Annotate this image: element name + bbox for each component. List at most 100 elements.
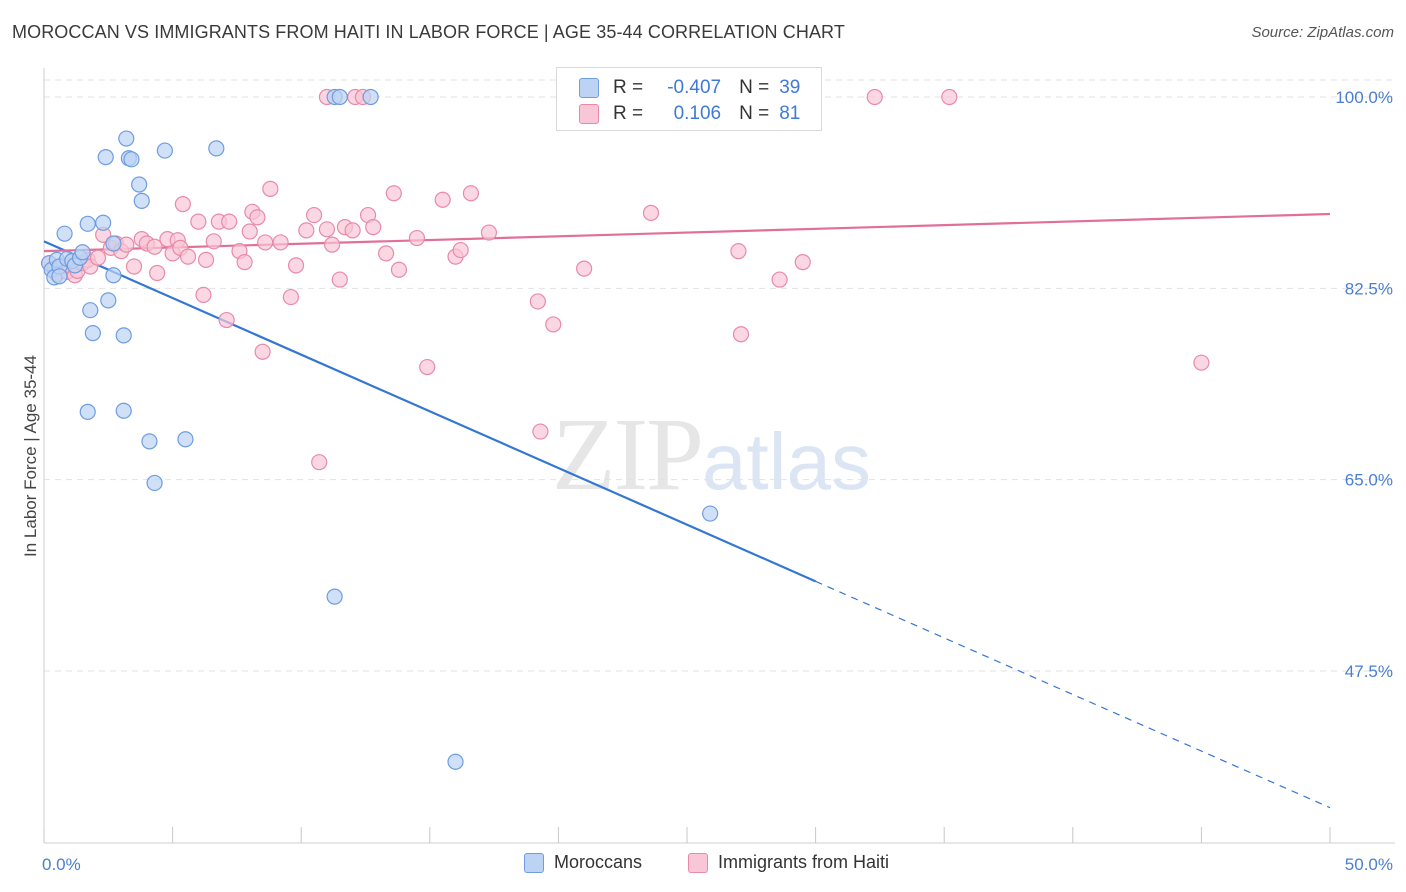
series-legend: Moroccans Immigrants from Haiti — [0, 852, 1406, 878]
point-haiti — [545, 316, 562, 333]
point-haiti — [179, 248, 197, 265]
point-haiti — [408, 229, 426, 247]
point-haiti — [462, 185, 480, 202]
point-haiti — [236, 253, 253, 271]
point-moroccan — [362, 88, 379, 106]
y-tick-label: 65.0% — [1345, 471, 1393, 490]
point-moroccan — [146, 474, 163, 492]
point-moroccan — [74, 244, 91, 261]
point-moroccan — [115, 327, 132, 344]
source-label: Source: ZipAtlas.com — [1251, 24, 1394, 41]
point-moroccan — [123, 151, 140, 168]
point-haiti — [794, 253, 811, 271]
r-value: -0.407 — [667, 77, 722, 98]
point-haiti — [642, 204, 660, 221]
stats-legend: R = -0.407 N = 39 R = 0.106 N = 81 — [556, 67, 822, 131]
watermark-zip: ZIP — [552, 397, 704, 512]
point-haiti — [272, 234, 289, 251]
point-moroccan — [105, 267, 122, 284]
point-haiti — [205, 233, 222, 250]
point-haiti — [529, 293, 546, 310]
point-haiti — [149, 264, 166, 282]
watermark-atlas: atlas — [702, 417, 871, 506]
point-haiti — [254, 343, 271, 360]
legend-swatch-blue — [579, 78, 599, 98]
point-haiti — [390, 261, 408, 278]
point-moroccan — [131, 176, 148, 193]
trend-line-moroccans-extrapolated — [815, 580, 1331, 809]
data-points — [41, 88, 1210, 770]
point-haiti — [298, 222, 315, 239]
point-moroccan — [447, 753, 464, 770]
n-label: N = — [739, 103, 770, 124]
point-moroccan — [105, 235, 122, 252]
point-moroccan — [51, 268, 68, 285]
x-tick-label: 50.0% — [1345, 855, 1393, 874]
y-tick-labels: 100.0% 82.5% 65.0% 47.5% — [1335, 88, 1393, 681]
trend-lines — [43, 212, 1331, 809]
n-label: N = — [739, 77, 770, 98]
r-label: R = — [613, 103, 644, 124]
point-haiti — [866, 88, 883, 106]
legend-label-haiti: Immigrants from Haiti — [718, 852, 890, 872]
point-haiti — [318, 221, 336, 238]
point-moroccan — [331, 88, 348, 106]
point-haiti — [282, 288, 300, 306]
point-haiti — [305, 206, 323, 224]
point-haiti — [262, 180, 279, 197]
n-value: 81 — [779, 103, 801, 124]
y-tick-label: 47.5% — [1345, 662, 1393, 681]
point-haiti — [385, 185, 402, 202]
point-haiti — [146, 238, 163, 255]
point-haiti — [576, 260, 593, 277]
point-haiti — [1193, 354, 1210, 371]
point-haiti — [218, 311, 235, 329]
watermark: ZIPatlas — [552, 395, 871, 514]
point-haiti — [730, 243, 747, 260]
point-moroccan — [79, 403, 96, 420]
point-moroccan — [100, 292, 117, 309]
point-moroccan — [133, 192, 150, 209]
legend-swatch-moroccans — [524, 852, 544, 873]
point-moroccan — [208, 140, 225, 157]
legend-row-haiti: R = 0.106 N = 81 — [579, 102, 800, 126]
legend-swatch-haiti — [688, 852, 708, 873]
point-moroccan — [326, 588, 343, 605]
point-haiti — [732, 326, 750, 343]
point-haiti — [452, 241, 469, 259]
y-tick-label: 100.0% — [1335, 88, 1393, 107]
y-axis-label: In Labor Force | Age 35-44 — [21, 355, 40, 557]
point-haiti — [197, 251, 215, 269]
point-moroccan — [95, 214, 112, 231]
r-label: R = — [613, 77, 644, 98]
gridlines — [44, 79, 1395, 672]
point-moroccan — [79, 215, 96, 232]
chart-title: MOROCCAN VS IMMIGRANTS FROM HAITI IN LAB… — [12, 22, 845, 42]
legend-row-moroccans: R = -0.407 N = 39 — [579, 76, 800, 100]
point-haiti — [365, 219, 382, 236]
point-moroccan — [156, 142, 173, 159]
y-tick-label: 82.5% — [1345, 279, 1393, 298]
x-tick-labels: 0.0% 50.0% — [42, 855, 1393, 874]
trend-line-moroccans — [43, 240, 817, 583]
point-haiti — [311, 454, 328, 471]
point-moroccan — [97, 149, 114, 166]
point-haiti — [221, 213, 238, 230]
point-moroccan — [56, 225, 73, 242]
point-haiti — [249, 209, 266, 226]
point-moroccan — [177, 431, 194, 448]
point-haiti — [287, 257, 305, 274]
legend-item-moroccans[interactable]: Moroccans — [524, 852, 642, 873]
point-haiti — [125, 258, 143, 275]
point-haiti — [174, 196, 191, 213]
point-haiti — [331, 271, 348, 288]
legend-label-moroccans: Moroccans — [554, 852, 643, 872]
point-haiti — [190, 213, 207, 230]
legend-item-haiti[interactable]: Immigrants from Haiti — [688, 852, 889, 873]
point-haiti — [344, 222, 361, 239]
point-haiti — [323, 236, 341, 253]
r-value: 0.106 — [673, 103, 722, 124]
x-ticks — [43, 827, 1331, 843]
point-haiti — [480, 224, 498, 241]
